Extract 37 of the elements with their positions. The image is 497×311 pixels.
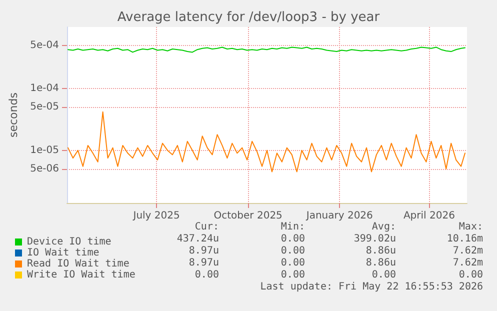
y-tick-label: 5e-06 bbox=[30, 163, 59, 174]
text: Last update: Fri May 22 16:55:53 2026 bbox=[260, 282, 484, 292]
x-tick-label: October 2025 bbox=[214, 210, 282, 222]
text: Min: bbox=[280, 222, 305, 232]
x-tick-label: January 2026 bbox=[305, 210, 373, 222]
text: 0.00 bbox=[372, 270, 396, 280]
text: 10.16m bbox=[446, 234, 483, 244]
text: 0.00 bbox=[280, 234, 305, 244]
y-axis-title: seconds bbox=[7, 92, 20, 138]
text: 8.86u bbox=[366, 258, 396, 268]
text: 0.00 bbox=[280, 246, 305, 256]
chart-title: Average latency for /dev/loop3 - by year bbox=[117, 10, 380, 25]
text: Avg: bbox=[372, 222, 396, 232]
y-tick-label: 5e-04 bbox=[30, 40, 59, 52]
text: 8.86u bbox=[366, 246, 396, 256]
y-tick-label: 1e-04 bbox=[30, 83, 59, 94]
text: 399.02u bbox=[354, 234, 396, 244]
text: 7.62m bbox=[452, 258, 483, 268]
legend-label: Write IO Wait time bbox=[27, 270, 136, 280]
line-series bbox=[67, 111, 466, 172]
x-tick-label: April 2026 bbox=[403, 210, 455, 222]
text: 8.97u bbox=[188, 258, 219, 268]
text: 0.00 bbox=[458, 270, 483, 280]
text: Cur: bbox=[194, 222, 219, 232]
text: 0.00 bbox=[194, 270, 219, 280]
legend-label: Read IO Wait time bbox=[27, 258, 130, 270]
y-tick-label: 5e-05 bbox=[30, 102, 59, 113]
legend-label: Device IO time bbox=[27, 236, 112, 248]
text: 7.62m bbox=[452, 246, 483, 256]
legend-label: IO Wait time bbox=[27, 248, 100, 258]
text: 437.24u bbox=[176, 234, 219, 244]
text: 0.00 bbox=[280, 258, 305, 268]
x-tick-label: July 2025 bbox=[132, 210, 180, 222]
y-tick-label: 1e-05 bbox=[30, 144, 59, 156]
text: 0.00 bbox=[280, 270, 305, 280]
text: 8.97u bbox=[188, 246, 219, 256]
text: Max: bbox=[458, 222, 483, 232]
